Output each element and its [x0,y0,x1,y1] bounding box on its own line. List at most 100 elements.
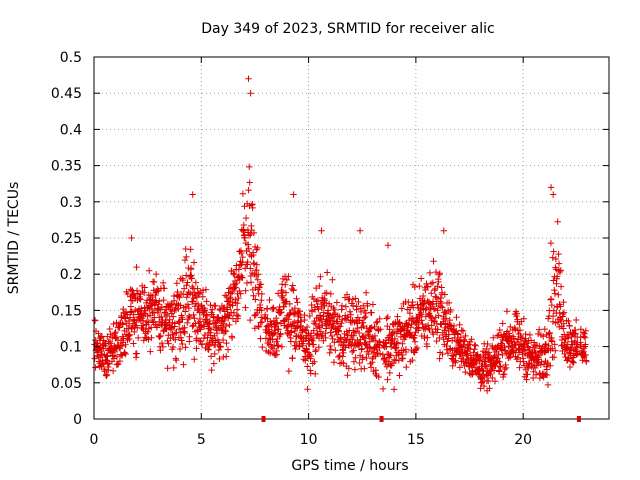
data-point [98,333,106,340]
data-point [445,331,453,338]
data-point [213,329,221,337]
data-point [535,352,543,359]
data-point [184,279,191,286]
chart-title: Day 349 of 2023, SRMTID for receiver ali… [201,21,494,37]
data-point [234,300,241,307]
data-point [224,306,231,313]
data-point [172,336,179,344]
y-axis-label: SRMTID / TECUs [6,182,22,295]
data-point [206,342,213,350]
data-point [552,266,560,273]
data-point [106,325,113,333]
data-point [277,331,284,338]
data-point [328,332,336,340]
data-point [376,350,384,357]
data-point [315,306,322,313]
data-point [490,334,497,341]
data-point [411,338,419,345]
data-point [297,314,304,321]
data-point [223,353,230,360]
data-point [233,306,241,313]
data-point [258,297,265,304]
data-point [119,321,127,328]
data-point [472,342,479,349]
data-point [314,331,321,338]
data-point [326,349,333,357]
data-point [183,253,190,261]
data-point [191,356,198,363]
data-point [362,313,369,321]
data-point [185,304,193,312]
data-point [439,350,446,358]
data-point [430,258,437,265]
data-point [216,355,223,363]
data-point [130,340,137,347]
data-point [189,323,196,330]
data-point [179,276,187,284]
data-point [191,315,198,322]
data-point [269,336,276,343]
data-point [394,339,402,346]
data-point [371,337,379,344]
data-point [210,360,218,367]
data-point [416,312,423,319]
data-point [250,260,258,268]
data-point [550,191,557,198]
data-point [297,333,304,340]
data-point [199,293,207,300]
data-point [354,324,361,332]
data-point [515,349,523,356]
y-tick-label: 0.4 [60,122,82,138]
data-point [264,322,272,329]
data-point [428,322,435,329]
data-point [304,386,311,393]
data-point [183,282,190,289]
y-tick-label: 0.05 [51,376,82,392]
data-point [235,294,242,302]
data-point [162,319,170,326]
data-point [452,357,459,364]
data-point [377,326,384,333]
data-point [301,316,308,324]
data-point [384,242,392,249]
data-point [368,309,375,316]
data-point [479,367,486,374]
data-point [409,298,416,306]
data-point [459,327,467,335]
data-point [364,302,371,310]
data-point [551,290,559,297]
data-point [121,349,128,356]
data-point [402,334,409,341]
data-point [203,311,210,318]
data-point [334,318,341,325]
data-point [330,359,338,366]
data-point [299,342,307,350]
data-point [238,249,245,257]
data-point [357,308,365,316]
data-point [155,301,162,308]
data-point [462,332,469,340]
y-tick-label: 0.35 [51,159,82,175]
data-point [285,367,293,375]
data-point [141,284,148,291]
data-point [327,290,334,298]
data-point [171,320,179,327]
data-point [95,330,102,337]
data-point [311,358,318,366]
data-point [93,339,100,347]
data-point [431,306,439,313]
data-point [266,296,273,304]
data-point [278,308,285,316]
data-point [340,349,347,357]
data-point [245,75,252,82]
data-point [371,323,378,331]
data-point [496,368,503,375]
data-point [461,338,468,345]
data-point [195,290,203,297]
data-point [134,334,142,342]
data-point [379,385,387,393]
data-point [567,345,575,353]
data-point [350,358,358,365]
data-point [133,350,140,357]
data-point [520,358,527,365]
